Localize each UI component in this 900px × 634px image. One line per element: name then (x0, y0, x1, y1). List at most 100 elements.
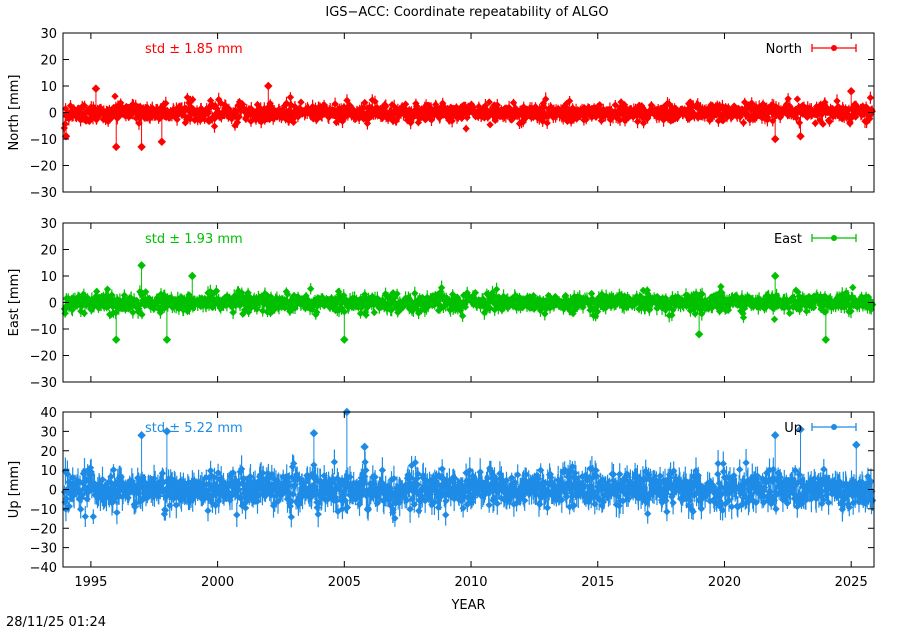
north-data-point (739, 119, 748, 127)
up-data-point (663, 508, 671, 516)
east-outlier-point (694, 330, 704, 339)
north-data-point (297, 98, 305, 106)
north-outlier-point (91, 84, 101, 93)
up-data-point (442, 511, 450, 519)
north-data-point (543, 119, 551, 127)
east-ytick-label: −10 (30, 323, 57, 338)
up-x-tick-labels: 1995 2000 2005 2010 2015 2020 2025 (74, 575, 867, 590)
up-ytick-label: 30 (40, 425, 57, 440)
east-ytick-label: 20 (40, 244, 57, 259)
up-ylabel: Up [mm] (7, 461, 22, 518)
up-outlier-point (770, 431, 780, 440)
up-ytick-label: −20 (30, 522, 57, 537)
east-std-label: std ± 1.93 mm (145, 232, 243, 247)
north-ytick-label: 30 (40, 27, 57, 42)
east-outlier-point (188, 271, 197, 281)
north-outlier-point (157, 137, 167, 146)
up-outlier-point (309, 429, 319, 438)
xtick-label: 1995 (74, 575, 107, 590)
east-data-point (849, 283, 857, 292)
up-data-point (476, 468, 484, 476)
east-ytick-label: 0 (49, 297, 57, 312)
up-data-point (330, 458, 339, 466)
north-data-points (60, 92, 876, 133)
up-data-point (719, 460, 727, 468)
east-ylabel: East [mm] (7, 269, 22, 337)
east-outlier-point (340, 335, 349, 344)
east-series-marks (60, 261, 877, 344)
xtick-label: 2020 (708, 575, 741, 590)
north-data-point (463, 113, 471, 122)
up-legend-symbol (811, 423, 857, 431)
north-data-point (542, 95, 550, 103)
up-data-point (736, 465, 744, 474)
up-std-label: std ± 5.22 mm (145, 421, 243, 436)
north-data-point (204, 109, 212, 118)
up-ytick-label: −30 (30, 542, 57, 557)
up-legend-label: Up (784, 421, 802, 436)
up-data-point (772, 505, 780, 513)
east-outlier-point (111, 335, 121, 344)
east-legend-marker (831, 235, 837, 241)
north-ylabel: North [mm] (7, 75, 22, 151)
xtick-label: 2005 (328, 575, 361, 590)
north-data-point (233, 118, 242, 127)
north-data-point (118, 103, 126, 111)
east-data-point (93, 287, 101, 296)
north-data-point (235, 113, 243, 121)
north-ytick-label: −30 (30, 186, 57, 201)
north-data-point (485, 98, 493, 106)
north-data-point (111, 92, 119, 100)
east-data-point (307, 285, 315, 293)
north-data-point (80, 102, 89, 110)
north-data-point (183, 93, 192, 102)
east-legend-symbol (811, 234, 857, 242)
east-ytick-label: 10 (40, 270, 57, 285)
east-data-point (103, 285, 112, 293)
north-data-point (345, 101, 354, 109)
north-data-point (189, 95, 197, 104)
east-outlier-point (821, 335, 831, 344)
up-data-point (89, 512, 97, 521)
up-data-point (113, 508, 121, 517)
timestamp-label: 28/11/25 01:24 (6, 615, 106, 630)
xtick-label: 2025 (835, 575, 868, 590)
north-data-point (486, 121, 494, 129)
north-data-point (371, 97, 379, 106)
up-ytick-label: 0 (49, 484, 57, 499)
up-data-point (204, 507, 212, 515)
east-data-point (785, 309, 794, 317)
east-data-point (411, 289, 419, 298)
east-outlier-point (137, 261, 146, 270)
up-ytick-label: 10 (40, 464, 57, 479)
x-axis-label: YEAR (450, 598, 485, 613)
up-outlier-point (852, 440, 861, 450)
xtick-label: 2015 (581, 575, 614, 590)
north-data-point (595, 101, 604, 109)
north-data-point (866, 94, 875, 102)
east-data-point (717, 282, 725, 291)
up-ytick-label: −10 (30, 503, 57, 518)
north-ytick-label: 0 (49, 107, 57, 122)
north-series-marks (60, 81, 876, 152)
north-outlier-point (770, 134, 780, 144)
up-ytick-label: −40 (30, 561, 57, 576)
up-data-point (206, 467, 215, 475)
north-legend-label: North (766, 42, 802, 57)
up-ytick-label: 40 (40, 406, 57, 421)
north-ytick-label: 20 (40, 54, 57, 69)
north-data-point (793, 95, 802, 103)
east-ytick-label: 30 (40, 217, 57, 232)
xtick-label: 2000 (201, 575, 234, 590)
up-data-point (287, 513, 295, 521)
up-data-point (77, 505, 85, 513)
xtick-label: 2010 (454, 575, 487, 590)
north-data-point (331, 100, 339, 108)
up-data-point (81, 512, 89, 521)
north-legend-symbol (811, 44, 857, 52)
north-data-point (833, 97, 841, 105)
north-data-point (401, 100, 410, 108)
